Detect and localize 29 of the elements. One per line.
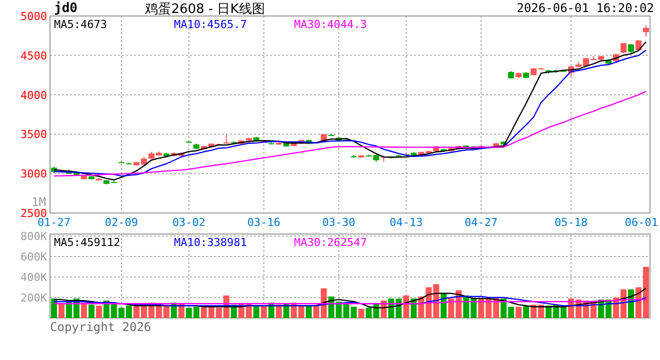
x-tick-label: 05-18: [554, 216, 588, 229]
y-tick-label: 800K: [20, 230, 48, 244]
y-tick-label: 600K: [20, 250, 48, 264]
text: Copyright 2026: [50, 320, 152, 334]
x-tick-label: 01-27: [37, 216, 71, 229]
x-tick-label: 02-09: [104, 216, 138, 229]
text: MA5:459112: [54, 236, 120, 249]
text: MA30:262547: [294, 236, 367, 249]
y-tick-label: 5000: [20, 10, 47, 23]
x-tick-label: 04-27: [464, 216, 498, 229]
y-tick-label: 4500: [20, 49, 47, 62]
text: 1M: [32, 195, 46, 209]
text: MA10:4565.7: [174, 18, 247, 31]
y-tick-label: 400K: [20, 271, 48, 284]
y-tick-label: 3000: [20, 168, 47, 181]
x-tick-label: 03-02: [172, 216, 206, 229]
x-tick-label: 04-13: [390, 216, 423, 229]
annotation: jd0: [54, 1, 78, 16]
y-tick-label: 4000: [20, 88, 47, 102]
x-tick-label: 03-16: [247, 216, 280, 229]
y-tick-label: 200K: [20, 292, 48, 305]
y-tick-label: 3500: [20, 128, 47, 142]
x-tick-label: 06-01: [624, 216, 658, 229]
text: MA30:4044.3: [294, 18, 367, 31]
text: MA5:4673: [54, 18, 107, 31]
text: MA10:338981: [174, 236, 247, 249]
chart-title: 鸡蛋2608 - 日K线图: [144, 2, 265, 17]
x-tick-label: 03-30: [322, 216, 356, 229]
text: 2026-06-01 16:20:02: [516, 1, 654, 15]
